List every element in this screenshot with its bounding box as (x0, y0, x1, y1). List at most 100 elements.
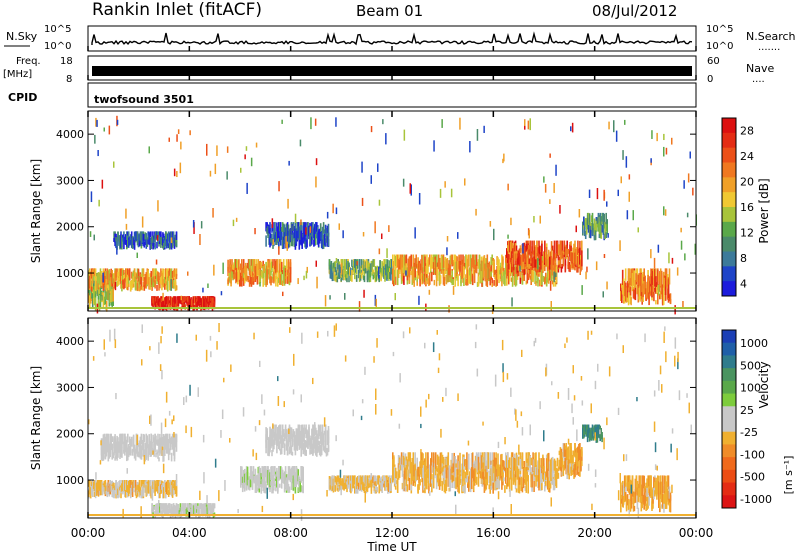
heatmap-cell (165, 507, 168, 516)
heatmap-cell (248, 478, 251, 486)
y-tick-label: 1000 (56, 474, 84, 487)
heatmap-cell (149, 441, 151, 450)
heatmap-cell (650, 476, 652, 498)
heatmap-cell (654, 442, 657, 453)
heatmap-cell (284, 227, 287, 243)
heatmap-cell (267, 226, 269, 238)
heatmap-cell (127, 236, 129, 241)
heatmap-cell (393, 455, 395, 480)
heatmap-cell (299, 222, 301, 240)
heatmap-cell (359, 478, 362, 491)
heatmap-cell (114, 233, 116, 243)
heatmap-cell (549, 271, 552, 278)
heatmap-cell (169, 480, 172, 488)
heatmap-cell (165, 233, 167, 247)
heatmap-cell (283, 401, 285, 408)
velocity-heatmap (88, 323, 696, 521)
heatmap-cell (168, 433, 171, 444)
heatmap-cell (378, 483, 380, 494)
heatmap-cell (314, 436, 316, 449)
heatmap-cell (429, 464, 431, 484)
heatmap-cell (485, 460, 488, 466)
heatmap-cell (255, 263, 258, 280)
noise-search-label: N.Search (746, 30, 796, 43)
heatmap-cell (266, 428, 268, 440)
heatmap-cell (281, 443, 284, 448)
heatmap-cell (157, 301, 159, 306)
heatmap-cell (504, 485, 506, 493)
heatmap-cell (156, 439, 158, 444)
heatmap-cell (594, 483, 597, 488)
heatmap-cell (456, 272, 458, 281)
heatmap-cell (242, 470, 245, 488)
heatmap-cell (269, 228, 271, 235)
heatmap-cell (659, 481, 662, 495)
heatmap-cell (140, 453, 143, 460)
heatmap-cell (563, 459, 566, 471)
heatmap-cell (634, 280, 637, 288)
heatmap-cell (587, 424, 590, 437)
heatmap-cell (659, 506, 661, 513)
heatmap-cell (658, 481, 660, 501)
heatmap-cell (634, 478, 637, 495)
heatmap-cell (139, 238, 142, 245)
heatmap-cell (117, 231, 119, 242)
heatmap-cell (405, 270, 407, 276)
heatmap-cell (502, 272, 504, 276)
heatmap-cell (158, 445, 160, 453)
heatmap-cell (287, 266, 290, 284)
power-ylabel: Slant Range [km] (29, 159, 43, 263)
heatmap-cell (297, 427, 300, 436)
heatmap-cell (375, 388, 377, 400)
heatmap-cell (452, 475, 454, 482)
heatmap-cell (136, 485, 139, 490)
heatmap-cell (300, 485, 302, 492)
heatmap-cell (170, 279, 172, 291)
heatmap-cell (597, 212, 600, 223)
heatmap-cell (576, 247, 578, 264)
heatmap-cell (491, 452, 493, 466)
heatmap-cell (130, 271, 133, 279)
heatmap-cell (249, 274, 252, 285)
heatmap-cell (494, 374, 497, 387)
heatmap-cell (208, 296, 211, 305)
heatmap-cell (537, 277, 539, 282)
heatmap-cell (340, 277, 342, 282)
heatmap-cell (278, 181, 280, 192)
heatmap-cell (98, 276, 101, 285)
heatmap-cell (515, 245, 518, 252)
heatmap-cell (171, 279, 174, 289)
heatmap-cell (153, 231, 155, 239)
heatmap-cell (406, 459, 409, 470)
power-heatmap (88, 115, 697, 315)
heatmap-cell (196, 302, 198, 311)
heatmap-cell (558, 459, 561, 470)
heatmap-cell (418, 466, 420, 483)
heatmap-cell (656, 132, 658, 142)
heatmap-cell (653, 481, 656, 488)
heatmap-cell (629, 286, 632, 296)
heatmap-cell (175, 240, 178, 248)
heatmap-cell (615, 130, 618, 142)
heatmap-cell (546, 267, 549, 283)
heatmap-cell (172, 443, 175, 456)
heatmap-cell (489, 452, 491, 475)
heatmap-cell (278, 466, 280, 478)
heatmap-cell (368, 483, 371, 488)
heatmap-cell (383, 259, 385, 271)
y-tick-label: 4000 (56, 128, 84, 141)
heatmap-cell (269, 426, 271, 441)
heatmap-cell (94, 277, 97, 292)
heatmap-cell (659, 482, 661, 493)
heatmap-cell (136, 252, 138, 259)
heatmap-cell (95, 276, 98, 281)
heatmap-cell (226, 146, 229, 153)
heatmap-cell (346, 484, 348, 493)
heatmap-cell (175, 510, 178, 515)
heatmap-cell (94, 268, 97, 278)
heatmap-cell (399, 465, 402, 471)
heatmap-cell (161, 275, 163, 291)
heatmap-cell (469, 141, 471, 153)
heatmap-cell (160, 268, 162, 283)
